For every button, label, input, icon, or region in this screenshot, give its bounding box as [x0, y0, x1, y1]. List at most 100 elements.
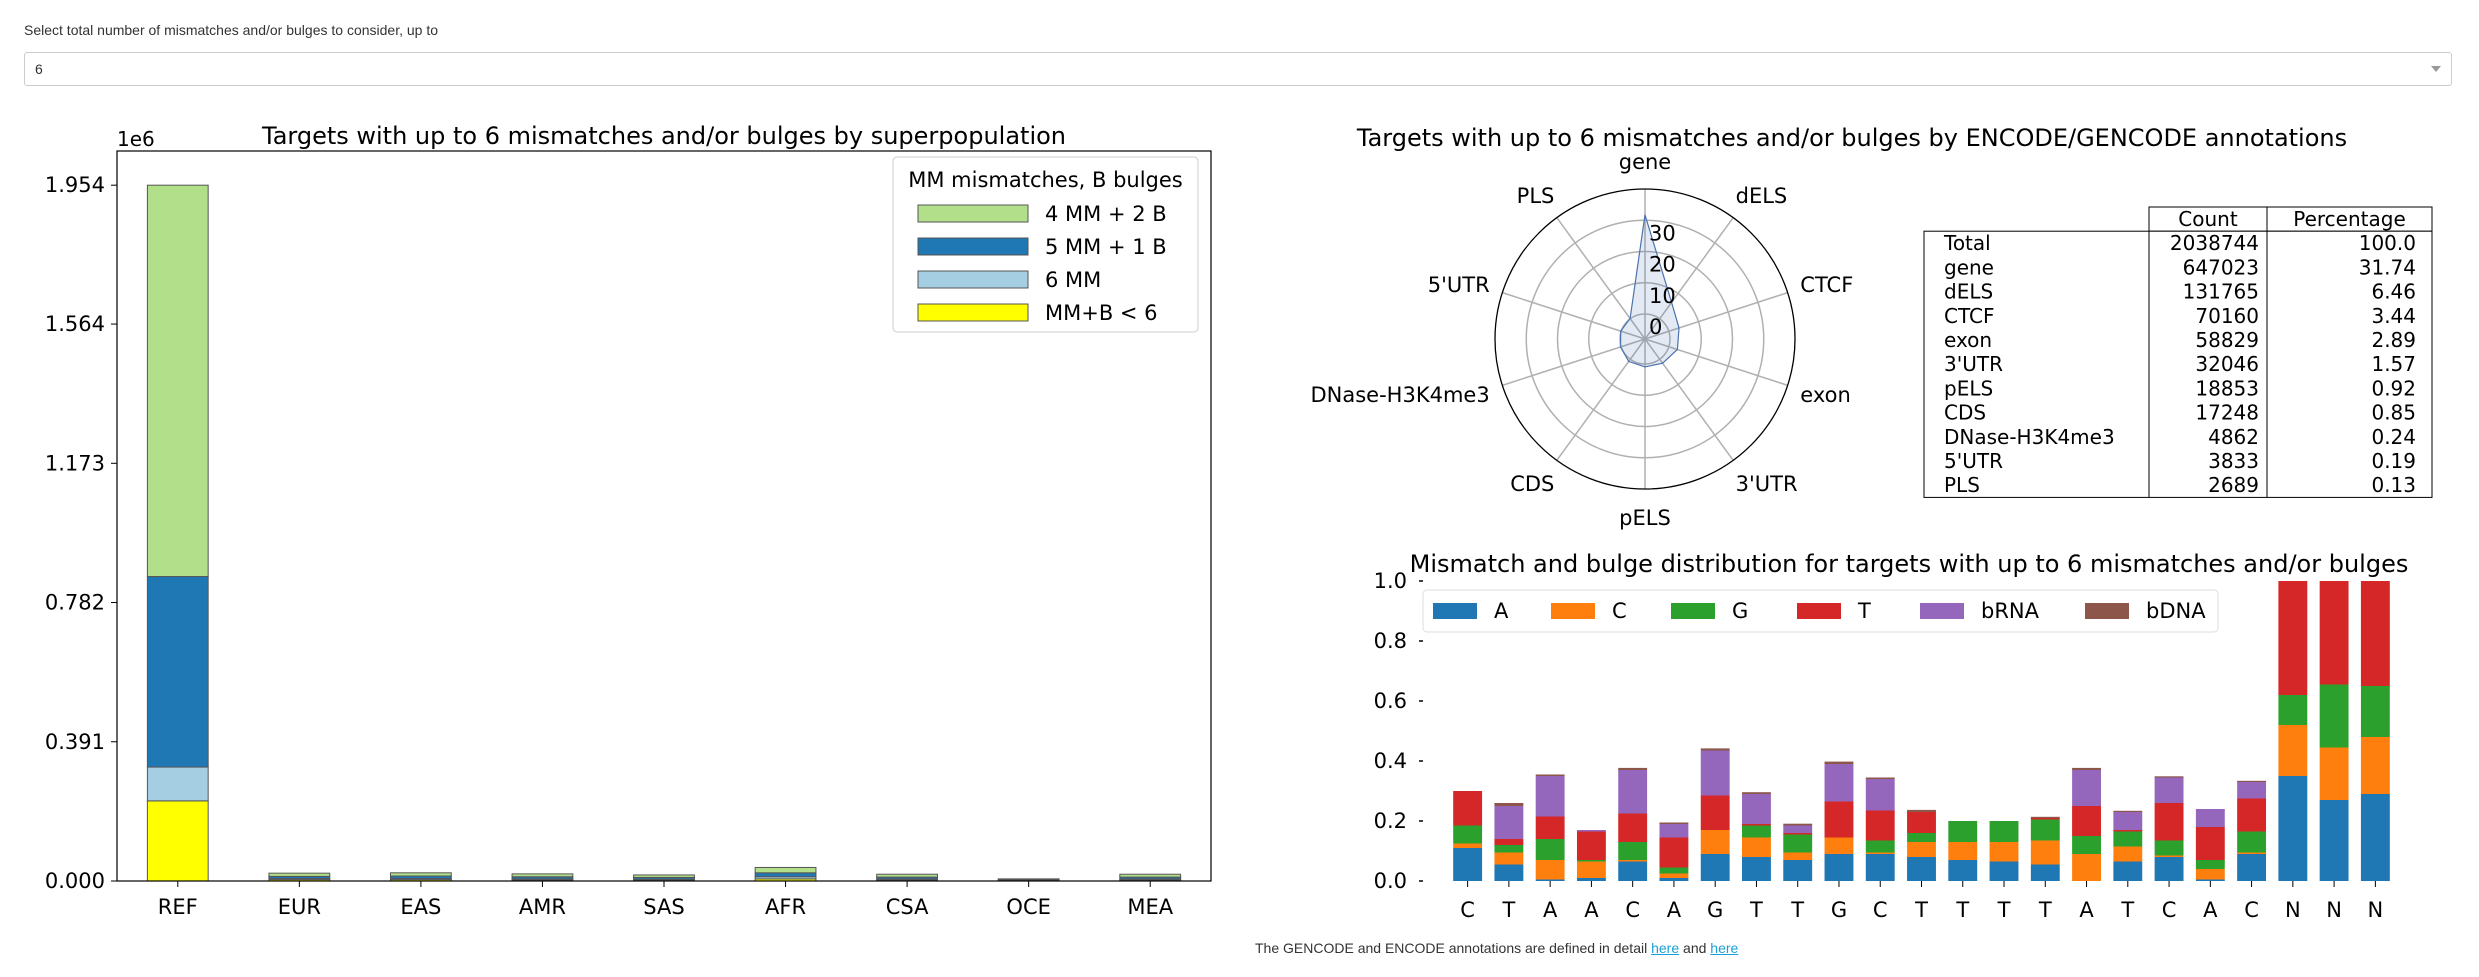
- table-row-label: PLS: [1944, 473, 1980, 497]
- pop-y-tick-label: 1.564: [45, 312, 105, 336]
- distribution-bar-segment: [1742, 857, 1771, 881]
- pop-plot-frame: [116, 150, 1212, 882]
- distribution-bar-segment: [2319, 684, 2349, 748]
- table-header-cell: Count: [2178, 207, 2238, 231]
- distribution-bar-segment: [2154, 777, 2184, 803]
- distribution-bar-segment: [1742, 794, 1771, 824]
- radar-spoke: [1644, 291, 1788, 340]
- distribution-bar-segment: [2278, 725, 2308, 776]
- distribution-bar-segment: [2195, 860, 2225, 869]
- table-row-label: gene: [1944, 255, 1994, 279]
- distribution-bar-segment: [2278, 776, 2308, 881]
- chevron-down-icon[interactable]: [2431, 66, 2441, 72]
- distribution-bar-segment: [1783, 852, 1813, 860]
- distribution-y-tick-label: 0.4: [1374, 749, 1407, 773]
- pop-x-tick-label: SAS: [643, 895, 684, 919]
- distribution-legend-swatch: [1551, 603, 1595, 619]
- radar-outer-ring: [1494, 188, 1796, 490]
- distribution-bar-segment: [2195, 827, 2225, 860]
- distribution-bar-segment: [1700, 795, 1730, 830]
- distribution-bar-segment: [1453, 791, 1483, 826]
- distribution-x-tick-label: T: [1749, 898, 1763, 922]
- distribution-bar-segment: [1783, 834, 1813, 853]
- distribution-bar-segment: [1576, 861, 1606, 878]
- distribution-x-tick-label: T: [1501, 898, 1515, 922]
- table-row-label: pELS: [1944, 376, 1993, 400]
- distribution-bar-segment: [2360, 794, 2390, 881]
- distribution-bar-segment: [1700, 750, 1730, 796]
- radar-axis-label: 3'UTR: [1736, 472, 1798, 496]
- table-percentage-cell: 3.44: [2371, 304, 2416, 328]
- distribution-x-tick-label: T: [2120, 898, 2134, 922]
- distribution-x-tick-label: G: [1831, 898, 1847, 922]
- pop-bar-segment: [754, 866, 817, 874]
- encode-link[interactable]: here: [1710, 940, 1739, 956]
- distribution-bar-segment: [1865, 840, 1895, 853]
- distribution-bar-segment: [1742, 792, 1771, 794]
- pop-legend-swatch: [917, 303, 1029, 322]
- distribution-x-tick-label: A: [1584, 898, 1599, 922]
- distribution-bar-segment: [1618, 770, 1648, 814]
- table-percentage-cell: 2.89: [2371, 328, 2416, 352]
- distribution-bar-segment: [2072, 806, 2101, 836]
- distribution-bar-segment: [2237, 780, 2267, 782]
- pop-bar-segment: [754, 872, 817, 878]
- distribution-legend-label: T: [1857, 599, 1871, 623]
- pop-bar-segment: [633, 874, 695, 878]
- distribution-bar-segment: [2319, 581, 2349, 685]
- distribution-x-tick-label: A: [1667, 898, 1682, 922]
- distribution-bar-segment: [1824, 761, 1854, 764]
- pop-legend-swatch: [917, 237, 1029, 256]
- distribution-bar-segment: [1494, 864, 1524, 881]
- distribution-bar-segment: [1453, 848, 1483, 881]
- distribution-chart-title: Mismatch and bulge distribution for targ…: [1410, 550, 2409, 578]
- distribution-bar-segment: [1907, 857, 1936, 881]
- distribution-bar-segment: [2072, 767, 2101, 770]
- distribution-bar-segment: [2072, 836, 2101, 854]
- distribution-bar-segment: [1948, 821, 1978, 842]
- distribution-bar-segment: [1453, 825, 1483, 844]
- distribution-bar-segment: [1865, 854, 1895, 881]
- distribution-bar-segment: [1535, 860, 1565, 880]
- distribution-bar-segment: [1989, 842, 2019, 862]
- distribution-bar-segment: [1700, 748, 1730, 751]
- distribution-x-tick-label: A: [1543, 898, 1558, 922]
- pop-y-scale-label: 1e6: [117, 127, 155, 151]
- distribution-bar-segment: [2237, 854, 2267, 881]
- gencode-link[interactable]: here: [1651, 940, 1680, 956]
- distribution-legend-label: C: [1612, 599, 1627, 623]
- distribution-bar-segment: [2237, 831, 2267, 853]
- distribution-bar-segment: [1659, 822, 1689, 824]
- table-percentage-cell: 0.13: [2371, 473, 2416, 497]
- mismatch-count-dropdown[interactable]: 6: [24, 52, 2452, 86]
- distribution-x-tick-label: T: [1997, 898, 2011, 922]
- pop-bar-segment: [1119, 873, 1182, 878]
- distribution-y-tick-label: 0.0: [1374, 869, 1407, 893]
- distribution-bar-segment: [1494, 839, 1524, 845]
- distribution-y-tick-label: 1.0: [1374, 569, 1407, 593]
- distribution-bar-segment: [2113, 846, 2143, 862]
- distribution-bar-segment: [2319, 800, 2349, 881]
- radar-spoke: [1556, 338, 1646, 461]
- pop-y-tick-label: 1.954: [45, 173, 105, 197]
- distribution-legend-swatch: [1920, 603, 1964, 619]
- distribution-bar-segment: [2030, 840, 2060, 865]
- pop-bar-segment: [876, 873, 939, 878]
- distribution-bar-segment: [1907, 842, 1936, 857]
- distribution-bar-segment: [1865, 810, 1895, 841]
- radar-axis-label: pELS: [1619, 506, 1671, 530]
- table-percentage-cell: 6.46: [2371, 280, 2416, 304]
- table-row-label: exon: [1944, 328, 1992, 352]
- radar-spoke: [1644, 338, 1788, 387]
- distribution-bar-segment: [2319, 747, 2349, 800]
- table-count-cell: 2689: [2208, 473, 2259, 497]
- distribution-bar-segment: [1783, 860, 1813, 881]
- distribution-bar-segment: [1989, 821, 2019, 842]
- table-row-label: 3'UTR: [1944, 352, 2003, 376]
- distribution-bar-segment: [1948, 860, 1978, 881]
- distribution-legend-label: bRNA: [1981, 599, 2040, 623]
- pop-legend-swatch: [917, 270, 1029, 289]
- table-percentage-cell: 100.0: [2359, 231, 2416, 255]
- distribution-bar-segment: [2072, 854, 2101, 881]
- table-count-cell: 4862: [2208, 425, 2259, 449]
